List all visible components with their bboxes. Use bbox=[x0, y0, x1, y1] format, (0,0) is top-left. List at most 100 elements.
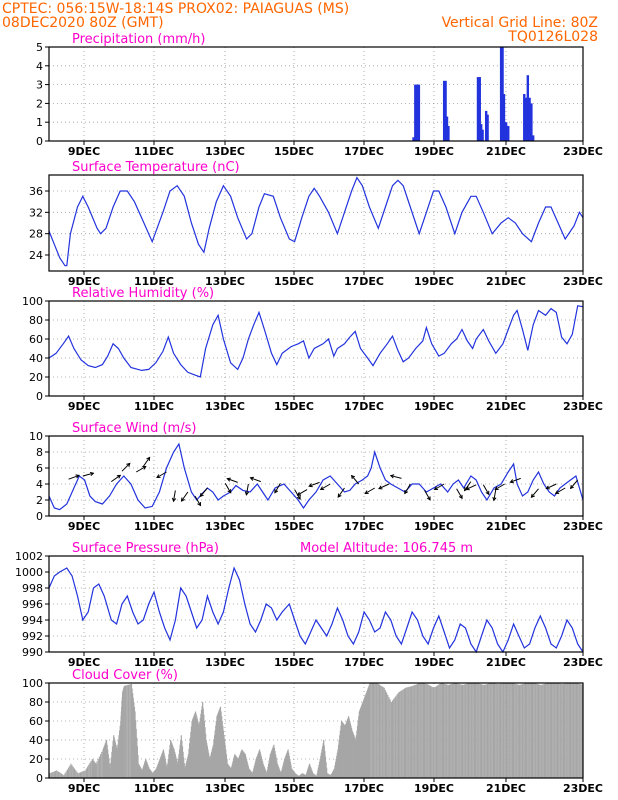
cloud-bar bbox=[427, 684, 429, 778]
x-tick-label: 19DEC bbox=[414, 782, 454, 795]
cloud-bar bbox=[79, 772, 82, 778]
cloud-bar bbox=[434, 686, 436, 778]
cloud-bar bbox=[496, 683, 498, 778]
cloud-bar bbox=[89, 762, 91, 778]
precip-bar bbox=[444, 80, 447, 141]
cloud-bar bbox=[73, 768, 76, 778]
wind-arrow bbox=[464, 481, 472, 491]
wind-arrowhead bbox=[426, 496, 431, 501]
cloud-bar bbox=[100, 754, 102, 778]
x-tick-label: 11DEC bbox=[134, 520, 174, 533]
cloud-bar bbox=[503, 683, 505, 778]
cloud-bar bbox=[514, 683, 516, 778]
series-line bbox=[48, 305, 584, 378]
y-tick-label: 4 bbox=[36, 60, 43, 73]
x-tick-label: 21DEC bbox=[486, 145, 526, 158]
plot-area bbox=[49, 436, 583, 516]
wind-arrow bbox=[199, 487, 208, 497]
cloud-bar bbox=[51, 772, 53, 778]
x-tick-label: 13DEC bbox=[205, 275, 245, 288]
series-line bbox=[48, 442, 584, 511]
cloud-bar bbox=[526, 683, 528, 778]
wind-arrow bbox=[121, 463, 131, 472]
cloud-bar bbox=[545, 683, 547, 778]
cloud-bar bbox=[556, 683, 559, 778]
wind-arrow bbox=[493, 489, 497, 501]
cloud-bar bbox=[71, 765, 73, 778]
cloud-bar bbox=[129, 684, 131, 778]
wind-arrow bbox=[68, 474, 80, 480]
wind-arrow bbox=[250, 477, 261, 483]
cloud-bar bbox=[483, 684, 485, 778]
wind-arrow bbox=[390, 475, 402, 479]
wind-arrowhead bbox=[227, 489, 232, 494]
x-tick-label: 21DEC bbox=[486, 520, 526, 533]
cloud-bar bbox=[512, 683, 515, 778]
cloud-bar bbox=[98, 756, 101, 778]
cloud-bar bbox=[451, 683, 453, 778]
precip-bar bbox=[499, 47, 503, 141]
y-tick-label: 996 bbox=[22, 598, 43, 611]
plot-frame bbox=[48, 46, 584, 142]
y-tick-label: 80 bbox=[29, 696, 43, 709]
cloud-bar bbox=[478, 683, 480, 778]
cloud-bar bbox=[441, 683, 443, 778]
cloud-bar bbox=[414, 684, 416, 778]
cloud-bar bbox=[480, 684, 483, 778]
cloud-bar bbox=[426, 683, 428, 778]
cloud-bar bbox=[81, 771, 83, 778]
cloud-bar bbox=[442, 683, 445, 778]
x-tick-label: 17DEC bbox=[344, 145, 384, 158]
wind-arrowhead bbox=[350, 474, 356, 480]
cloud-bar bbox=[409, 686, 411, 778]
cloud-bar bbox=[371, 683, 373, 778]
cloud-bar bbox=[564, 683, 566, 778]
cloud-bar bbox=[415, 684, 417, 778]
cloud-bar bbox=[58, 771, 60, 778]
x-tick-label: 15DEC bbox=[274, 400, 314, 413]
cloud-bar bbox=[381, 686, 383, 778]
cloud-bar bbox=[437, 685, 439, 778]
wind-arrowhead bbox=[569, 484, 574, 490]
x-tick-label: 21DEC bbox=[486, 275, 526, 288]
cloud-bar bbox=[566, 683, 568, 778]
wind-arrowhead bbox=[458, 494, 463, 500]
cloud-bar bbox=[554, 683, 556, 778]
cloud-bar bbox=[423, 683, 426, 778]
cloud-bar bbox=[561, 683, 563, 778]
cloud-bar bbox=[542, 684, 544, 778]
cloud-bar bbox=[369, 683, 371, 778]
wind-arrow bbox=[570, 479, 579, 489]
x-tick-label: 9DEC bbox=[68, 400, 100, 413]
x-tick-label: 9DEC bbox=[68, 520, 100, 533]
cloud-bar bbox=[485, 684, 487, 778]
cloud-bar bbox=[393, 698, 395, 778]
y-tick-label: 100 bbox=[22, 677, 43, 690]
cloud-bar bbox=[53, 771, 55, 778]
cloud-bar bbox=[70, 763, 72, 778]
wind-arrow bbox=[337, 487, 345, 498]
cloud-bar bbox=[59, 772, 61, 778]
cloud-bar bbox=[76, 771, 78, 778]
cloud-bar bbox=[518, 684, 521, 778]
x-tick-label: 23DEC bbox=[563, 520, 603, 533]
panel-title: Surface Pressure (hPa) bbox=[72, 541, 219, 556]
wind-arrowhead bbox=[296, 491, 302, 496]
cloud-bar bbox=[403, 688, 406, 778]
cloud-bar bbox=[90, 760, 92, 778]
cloud-bar bbox=[400, 690, 402, 778]
y-tick-label: 992 bbox=[22, 630, 43, 643]
cloud-bar bbox=[376, 683, 378, 778]
cloud-bar bbox=[523, 683, 525, 778]
cloud-bar bbox=[433, 687, 435, 778]
cloud-bar bbox=[450, 684, 452, 778]
cloud-bar bbox=[85, 768, 87, 778]
cloud-bar bbox=[326, 767, 328, 778]
cloud-bar bbox=[402, 689, 404, 778]
cloud-bar bbox=[64, 773, 66, 778]
cloud-bar bbox=[502, 683, 504, 778]
cloud-bar bbox=[77, 773, 79, 778]
cloud-bar bbox=[501, 683, 503, 778]
cloud-bar bbox=[527, 683, 529, 778]
